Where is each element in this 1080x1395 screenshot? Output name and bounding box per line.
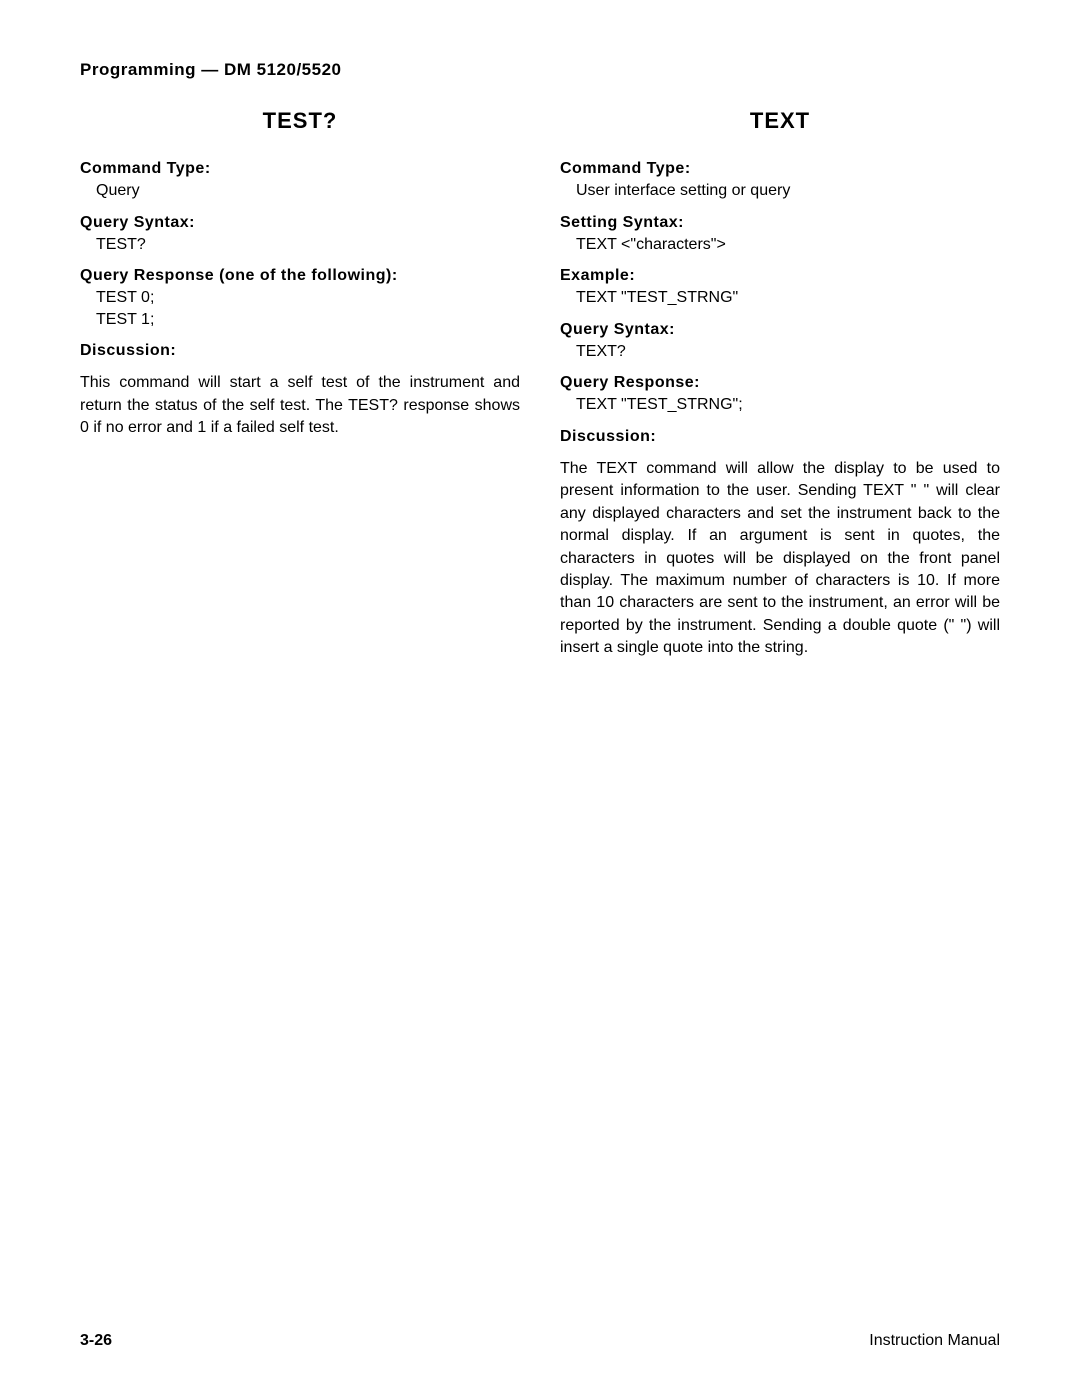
left-discussion: This command will start a self test of t… bbox=[80, 372, 520, 439]
left-section-2: Query Response (one of the following): T… bbox=[80, 267, 520, 330]
right-section-0-value: User interface setting or query bbox=[560, 180, 1000, 202]
left-section-1-value: TEST? bbox=[80, 234, 520, 256]
footer-label: Instruction Manual bbox=[869, 1332, 1000, 1350]
content-columns: TEST? Command Type: Query Query Syntax: … bbox=[80, 108, 1000, 659]
left-title: TEST? bbox=[80, 108, 520, 134]
left-section-0-value: Query bbox=[80, 180, 520, 202]
right-section-4: Query Response: TEXT "TEST_STRNG"; bbox=[560, 374, 1000, 416]
right-section-4-value: TEXT "TEST_STRNG"; bbox=[560, 394, 1000, 416]
left-section-3: Discussion: bbox=[80, 342, 520, 360]
right-section-1-label: Setting Syntax: bbox=[560, 214, 1000, 232]
right-section-3-value: TEXT? bbox=[560, 341, 1000, 363]
right-section-4-label: Query Response: bbox=[560, 374, 1000, 392]
left-section-1-label: Query Syntax: bbox=[80, 214, 520, 232]
page-header: Programming — DM 5120/5520 bbox=[80, 60, 1000, 80]
left-column: TEST? Command Type: Query Query Syntax: … bbox=[80, 108, 520, 659]
left-section-0-label: Command Type: bbox=[80, 160, 520, 178]
right-section-5: Discussion: bbox=[560, 428, 1000, 446]
right-section-2-label: Example: bbox=[560, 267, 1000, 285]
right-section-0-label: Command Type: bbox=[560, 160, 1000, 178]
left-section-0: Command Type: Query bbox=[80, 160, 520, 202]
right-section-3-label: Query Syntax: bbox=[560, 321, 1000, 339]
right-section-2-value: TEXT "TEST_STRNG" bbox=[560, 287, 1000, 309]
right-section-2: Example: TEXT "TEST_STRNG" bbox=[560, 267, 1000, 309]
left-section-2-label: Query Response (one of the following): bbox=[80, 267, 520, 285]
right-section-5-label: Discussion: bbox=[560, 428, 1000, 446]
right-section-1: Setting Syntax: TEXT <"characters"> bbox=[560, 214, 1000, 256]
right-section-1-value: TEXT <"characters"> bbox=[560, 234, 1000, 256]
left-section-1: Query Syntax: TEST? bbox=[80, 214, 520, 256]
page-number: 3-26 bbox=[80, 1332, 112, 1350]
right-discussion: The TEXT command will allow the display … bbox=[560, 458, 1000, 660]
left-section-3-label: Discussion: bbox=[80, 342, 520, 360]
right-section-0: Command Type: User interface setting or … bbox=[560, 160, 1000, 202]
page-footer: 3-26 Instruction Manual bbox=[80, 1332, 1000, 1350]
left-section-2-value: TEST 0;TEST 1; bbox=[80, 287, 520, 330]
right-section-3: Query Syntax: TEXT? bbox=[560, 321, 1000, 363]
right-column: TEXT Command Type: User interface settin… bbox=[560, 108, 1000, 659]
right-title: TEXT bbox=[560, 108, 1000, 134]
